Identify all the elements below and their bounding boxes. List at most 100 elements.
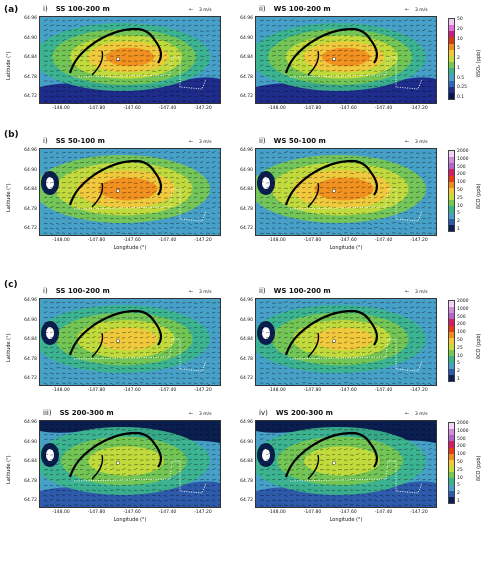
colorbar-title: δCO (ppb) <box>476 455 482 482</box>
y-tick-label: 64.84 <box>24 459 37 464</box>
concentration-field <box>256 149 436 235</box>
wind-vectors <box>259 423 436 507</box>
map-panel <box>255 298 437 386</box>
colorbar-tick: 100 <box>457 180 466 186</box>
panel-number: iii) <box>43 409 52 417</box>
y-tick-label: 64.90 <box>240 317 253 323</box>
x-tick-label: -147.40 <box>374 510 393 515</box>
wind-vectors <box>259 150 436 235</box>
panel-number: ii) <box>259 5 266 13</box>
domain-boundary <box>289 56 423 90</box>
source-marker <box>116 461 120 465</box>
concentration-field <box>256 17 436 103</box>
x-tick-label: -147.80 <box>87 510 106 515</box>
x-tick-label: -147.60 <box>123 510 141 515</box>
colorbar-tick: 10 <box>457 203 463 209</box>
x-tick-label: -147.60 <box>123 106 141 111</box>
x-tick-label: -147.80 <box>303 510 322 515</box>
x-tick-label: -147.20 <box>194 388 212 393</box>
source-marker <box>116 57 120 61</box>
y-axis-label: Latitude (°) <box>6 333 12 362</box>
panel-heading: SS 100-200 m <box>55 5 110 13</box>
colorbar-tick: 50 <box>457 460 463 465</box>
y-tick-label: 64.90 <box>240 439 253 445</box>
panel-number: iv) <box>259 409 268 417</box>
terrain-outline <box>284 27 379 74</box>
colorbar-tick: 25 <box>457 195 463 201</box>
x-tick-label: -147.80 <box>303 388 322 393</box>
wind-reference-arrow-icon: ← <box>189 139 194 145</box>
colorbar-title: δCO (ppb) <box>476 333 482 360</box>
y-tick-label: 64.78 <box>24 74 37 80</box>
colorbar-tick: 10 <box>457 353 463 359</box>
section-label: (a) <box>4 5 19 15</box>
terrain-outline <box>284 159 379 206</box>
source-marker <box>116 189 120 193</box>
y-tick-label: 64.72 <box>24 498 37 503</box>
y-tick-label: 64.90 <box>24 439 37 445</box>
wind-reference-arrow-icon: ← <box>405 289 410 295</box>
y-tick-label: 64.84 <box>240 337 253 342</box>
colorbar-tick: 10 <box>457 475 463 481</box>
y-tick-label: 64.78 <box>24 356 37 362</box>
colorbar-tick: 5 <box>457 46 460 52</box>
x-tick-label: -147.40 <box>158 510 177 515</box>
x-axis-label: Longitude (°) <box>329 245 363 251</box>
domain-boundary <box>289 188 423 222</box>
panel-heading: WS 50-100 m <box>273 137 326 145</box>
terrain-outline <box>68 309 163 356</box>
y-tick-label: 64.78 <box>24 206 37 212</box>
y-tick-label: 64.72 <box>24 226 37 231</box>
panel-heading: SS 50-100 m <box>55 137 105 145</box>
x-tick-label: -147.40 <box>158 106 177 111</box>
x-tick-label: -148.00 <box>52 106 70 111</box>
domain-boundary <box>73 460 207 494</box>
section-label: (c) <box>4 280 18 290</box>
colorbar-tick: 0.1 <box>457 95 465 100</box>
y-axis-label: Latitude (°) <box>6 183 12 212</box>
panel-title: iii) SS 200-300 m <box>43 409 114 417</box>
x-tick-label: -147.60 <box>339 510 357 515</box>
panel-number: ii) <box>259 137 266 145</box>
section-label: (b) <box>4 130 19 140</box>
colorbar <box>448 150 455 232</box>
colorbar-tick: 200 <box>457 444 466 450</box>
y-tick-label: 64.72 <box>24 94 37 99</box>
domain-boundary <box>73 188 207 222</box>
y-tick-label: 64.78 <box>24 478 37 484</box>
y-tick-label: 64.72 <box>240 94 253 99</box>
x-tick-label: -147.80 <box>87 106 106 111</box>
colorbar-tick: 1000 <box>457 428 469 434</box>
wind-reference: 3 m/s <box>199 290 212 295</box>
x-tick-label: -148.00 <box>268 510 286 515</box>
colorbar-tick: 100 <box>457 452 466 458</box>
map-panel <box>255 16 437 104</box>
wind-reference: 3 m/s <box>415 8 428 13</box>
x-tick-label: -147.40 <box>374 106 393 111</box>
terrain-outline <box>284 309 379 356</box>
x-tick-label: -148.00 <box>268 106 286 111</box>
y-tick-label: 64.84 <box>24 187 37 192</box>
colorbar-tick: 2000 <box>457 299 469 304</box>
map-panel <box>39 420 221 508</box>
colorbar-tick: 500 <box>457 164 466 170</box>
x-tick-label: -147.40 <box>158 388 177 393</box>
wind-vectors <box>43 301 220 385</box>
panel-title: ii) WS 100-200 m <box>259 5 331 13</box>
wind-reference: 3 m/s <box>415 140 428 145</box>
y-tick-label: 64.96 <box>24 298 37 303</box>
x-axis-label: Longitude (°) <box>329 517 363 523</box>
wind-reference: 3 m/s <box>415 412 428 417</box>
x-tick-label: -147.60 <box>339 106 357 111</box>
wind-reference-arrow-icon: ← <box>189 411 194 417</box>
terrain-outline <box>68 159 163 206</box>
colorbar-tick: 2 <box>457 56 460 61</box>
terrain-outline <box>68 431 163 478</box>
y-tick-label: 64.96 <box>24 148 37 153</box>
concentration-field <box>40 421 220 507</box>
terrain-outline <box>284 431 379 478</box>
x-tick-label: -148.00 <box>52 238 70 243</box>
panel-title: i) SS 100-200 m <box>43 287 110 295</box>
y-axis-label: Latitude (°) <box>6 455 12 484</box>
y-tick-label: 64.90 <box>240 167 253 173</box>
